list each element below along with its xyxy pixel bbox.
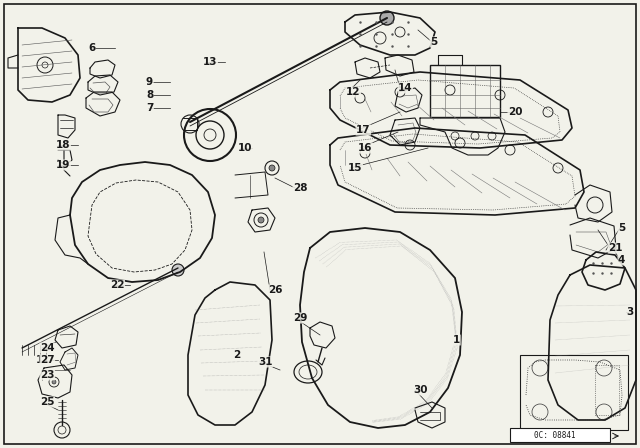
Text: 25: 25 [40,397,54,407]
Text: 16: 16 [358,143,372,153]
Text: 29: 29 [293,313,307,323]
Circle shape [172,264,184,276]
Text: 26: 26 [268,285,282,295]
Circle shape [258,217,264,223]
Text: 11: 11 [36,355,51,365]
Text: 19: 19 [56,160,70,170]
Bar [520,355,628,430]
Text: 28: 28 [293,183,307,193]
Text: 5: 5 [618,223,625,233]
Text: 13: 13 [203,57,218,67]
Text: 0C: 08841: 0C: 08841 [534,431,576,440]
Text: 9: 9 [146,77,153,87]
Text: 23: 23 [40,370,54,380]
Text: 7: 7 [146,103,154,113]
Text: 27: 27 [40,355,54,365]
Text: 22: 22 [110,280,125,290]
Bar [430,65,500,117]
Text: 10: 10 [238,143,253,153]
Text: 21: 21 [608,243,623,253]
Text: 17: 17 [356,125,371,135]
Circle shape [380,11,394,25]
Text: 14: 14 [398,83,413,93]
Text: 2: 2 [233,350,240,360]
Circle shape [269,165,275,171]
Text: 15: 15 [348,163,362,173]
Text: 4: 4 [618,255,625,265]
Text: 12: 12 [346,87,360,97]
Text: 18: 18 [56,140,70,150]
Circle shape [52,380,56,384]
Text: 31: 31 [258,357,273,367]
Text: 20: 20 [508,107,522,117]
Text: 6: 6 [88,43,95,53]
Text: 24: 24 [40,343,54,353]
Text: 1: 1 [453,335,460,345]
Text: 3: 3 [626,307,633,317]
Text: 5: 5 [430,37,437,47]
Text: 8: 8 [146,90,153,100]
Bar [595,365,619,415]
Ellipse shape [294,361,322,383]
Bar [510,428,610,442]
Ellipse shape [299,365,317,379]
Text: 30: 30 [413,385,428,395]
